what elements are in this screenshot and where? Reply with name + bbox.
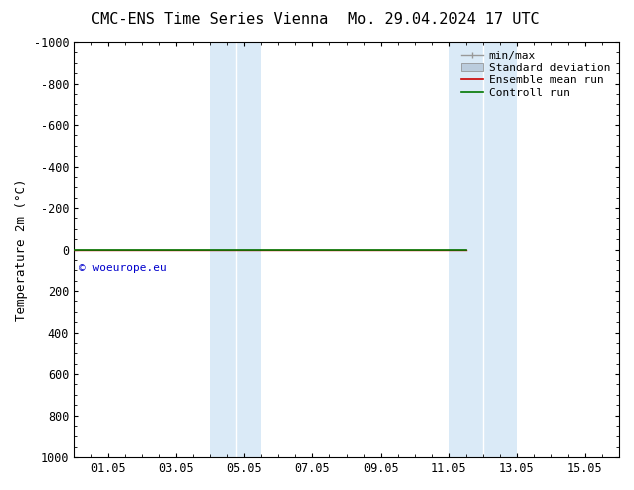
Bar — [482, 42, 517, 457]
Legend: min/max, Standard deviation, Ensemble mean run, Controll run: min/max, Standard deviation, Ensemble me… — [458, 48, 614, 101]
Text: CMC-ENS Time Series Vienna: CMC-ENS Time Series Vienna — [91, 12, 328, 27]
Text: Mo. 29.04.2024 17 UTC: Mo. 29.04.2024 17 UTC — [348, 12, 540, 27]
Bar — [236, 42, 261, 457]
Y-axis label: Temperature 2m (°C): Temperature 2m (°C) — [15, 178, 28, 321]
Bar — [449, 42, 482, 457]
Bar — [210, 42, 236, 457]
Text: © woeurope.eu: © woeurope.eu — [79, 263, 167, 273]
